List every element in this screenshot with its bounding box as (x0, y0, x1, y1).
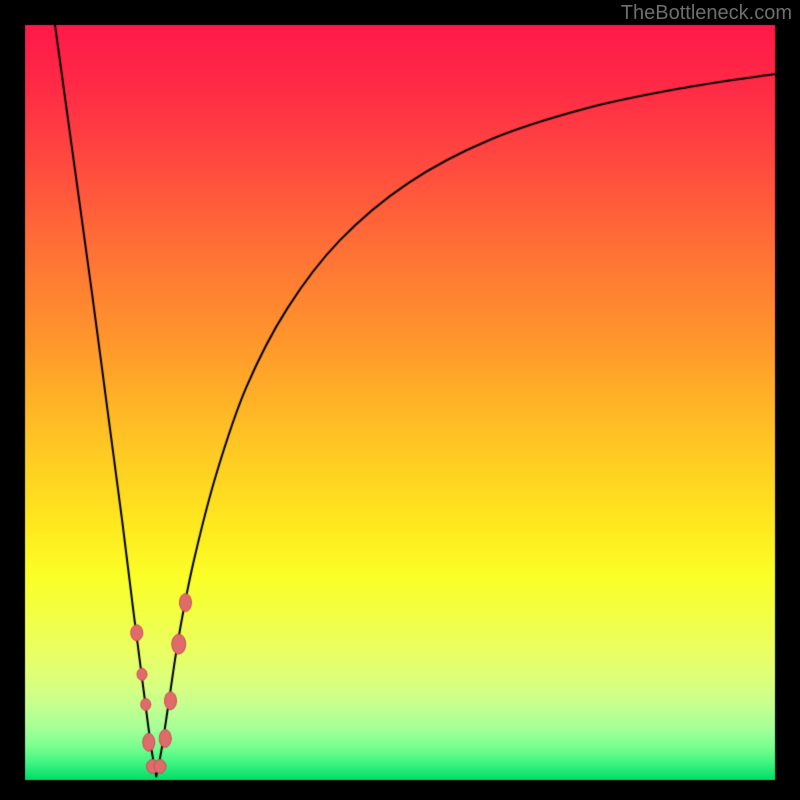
chart-container: TheBottleneck.com (0, 0, 800, 800)
bottleneck-chart-canvas (0, 0, 800, 800)
